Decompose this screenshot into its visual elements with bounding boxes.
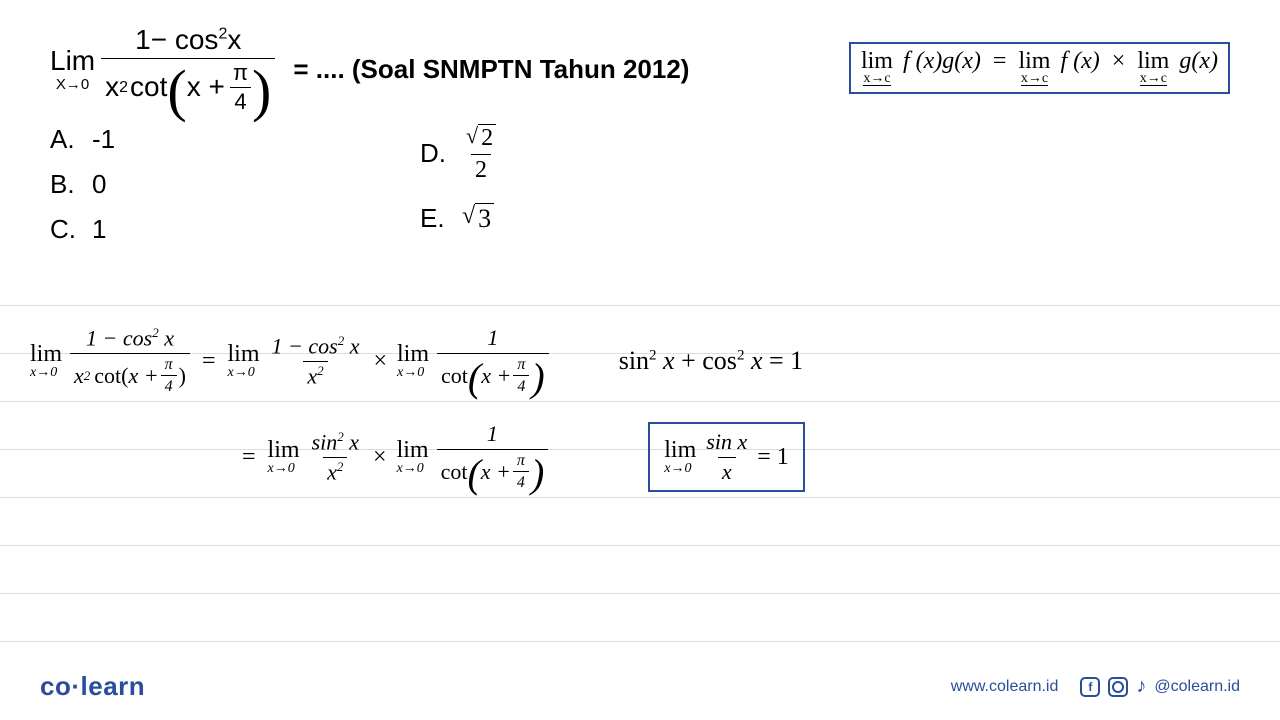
rule-lim-1: lim x→c bbox=[861, 51, 893, 86]
answer-options: A. -1 B. 0 C. 1 D. √2 2 E. √3 bbox=[50, 124, 1240, 245]
open-paren-icon: ( bbox=[167, 68, 186, 114]
option-b[interactable]: B. 0 bbox=[50, 169, 420, 200]
work-line-1: lim x→0 1 − cos2 x x2 cot( x + π4 ) = li… bbox=[30, 313, 1280, 409]
social-icons: f ♪ @colearn.id bbox=[1080, 675, 1240, 698]
colearn-logo: co·learn bbox=[40, 671, 145, 702]
instagram-icon[interactable] bbox=[1108, 677, 1128, 697]
work1-r2-frac: 1 cot ( x + π4 ) bbox=[437, 326, 549, 395]
sqrt-icon: √2 bbox=[462, 124, 500, 153]
options-col-left: A. -1 B. 0 C. 1 bbox=[50, 124, 420, 245]
solution-work-area: lim x→0 1 − cos2 x x2 cot( x + π4 ) = li… bbox=[0, 305, 1280, 660]
work2-frac-2: 1 cot ( x + π4 ) bbox=[437, 422, 549, 491]
sqrt-icon: √3 bbox=[462, 203, 494, 234]
work-line-2: = lim x→0 sin2 x x2 × lim x→0 1 bbox=[30, 409, 1280, 505]
facebook-icon[interactable]: f bbox=[1080, 677, 1100, 697]
work2-frac-1: sin2 x x2 bbox=[308, 430, 363, 484]
footer-url[interactable]: www.colearn.id bbox=[951, 678, 1059, 696]
limit-operator: Lim X→0 bbox=[50, 47, 95, 92]
options-col-right: D. √2 2 E. √3 bbox=[420, 124, 500, 245]
footer-handle[interactable]: @colearn.id bbox=[1154, 678, 1240, 696]
lim-label: Lim bbox=[50, 47, 95, 75]
work2-lim-2: lim x→0 bbox=[397, 438, 429, 476]
tiktok-icon[interactable]: ♪ bbox=[1136, 675, 1146, 698]
option-d[interactable]: D. √2 2 bbox=[420, 124, 500, 183]
main-numerator: 1− cos2x bbox=[131, 25, 245, 58]
work1-r1-frac: 1 − cos2 x x2 bbox=[268, 334, 364, 388]
work1-lhs-frac: 1 − cos2 x x2 cot( x + π4 ) bbox=[70, 326, 190, 396]
option-a[interactable]: A. -1 bbox=[50, 124, 420, 155]
pythagorean-identity: sin2 x + cos2 x = 1 bbox=[619, 346, 803, 376]
main-denominator: x2 cot ( x + π 4 ) bbox=[101, 58, 275, 114]
close-paren-icon: ) bbox=[252, 68, 271, 114]
main-fraction: 1− cos2x x2 cot ( x + π 4 ) bbox=[101, 25, 275, 114]
question-equals-text: = .... (Soal SNMPTN Tahun 2012) bbox=[293, 54, 689, 85]
option-c[interactable]: C. 1 bbox=[50, 214, 420, 245]
work1-lim-lhs: lim x→0 bbox=[30, 342, 62, 380]
page-root: Lim X→0 1− cos2x x2 cot ( x + π 4 ) bbox=[0, 0, 1280, 720]
sinx-over-x-limit-box: lim x→0 sin x x = 1 bbox=[648, 422, 805, 491]
lim-sub: X→0 bbox=[56, 77, 89, 92]
work2-lim-1: lim x→0 bbox=[268, 438, 300, 476]
option-e[interactable]: E. √3 bbox=[420, 203, 500, 234]
work1-lim-r1: lim x→0 bbox=[228, 342, 260, 380]
rule-lim-3: lim x→c bbox=[1137, 51, 1169, 86]
footer: co·learn www.colearn.id f ♪ @colearn.id bbox=[40, 671, 1240, 702]
footer-right: www.colearn.id f ♪ @colearn.id bbox=[951, 675, 1240, 698]
limit-product-rule-box: lim x→c f (x)g(x) = lim x→c f (x) × lim … bbox=[849, 42, 1230, 94]
rule-lim-2: lim x→c bbox=[1018, 51, 1050, 86]
work1-lim-r2: lim x→0 bbox=[397, 342, 429, 380]
